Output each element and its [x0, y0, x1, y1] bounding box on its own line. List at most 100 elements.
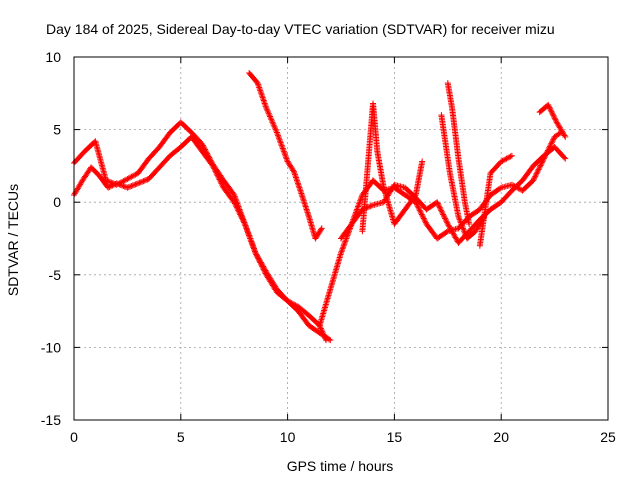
x-axis-label: GPS time / hours [287, 458, 394, 474]
data-point-marker [444, 80, 455, 110]
data-point-marker [81, 139, 98, 155]
data-point-marker [177, 134, 194, 151]
data-point-marker [466, 220, 473, 227]
data-point-marker [295, 308, 312, 328]
data-point-marker [305, 312, 322, 328]
data-point-marker [209, 162, 226, 190]
data-point-marker [156, 153, 173, 171]
data-point-marker [167, 120, 183, 136]
data-point-marker [487, 200, 504, 213]
x-tick-label: 15 [387, 429, 403, 445]
series-satellite-track-1 [71, 119, 330, 344]
series-layer [71, 69, 569, 344]
series-satellite-track-7 [444, 80, 473, 227]
data-point-marker [370, 177, 386, 193]
plot-frame [73, 56, 609, 421]
data-point-marker [273, 289, 290, 303]
data-point-marker [291, 168, 303, 193]
data-point-marker [241, 220, 259, 255]
grid-layer [74, 57, 608, 420]
data-point-marker [487, 185, 504, 198]
y-tick-label: 0 [53, 194, 61, 210]
data-point-marker [338, 222, 354, 242]
data-point-marker [419, 158, 426, 165]
data-point-marker [316, 329, 333, 343]
y-tick-label: -5 [49, 267, 62, 283]
data-point-marker [231, 199, 248, 226]
data-point-marker [455, 155, 468, 204]
data-point-marker [254, 80, 269, 110]
data-point-marker [508, 152, 515, 159]
series-satellite-track-6 [359, 100, 426, 235]
data-point-marker [562, 155, 569, 162]
data-point-marker [402, 193, 418, 213]
x-tick-label: 5 [177, 429, 185, 445]
data-point-marker [312, 226, 324, 242]
data-point-marker [434, 199, 451, 226]
data-point-marker [177, 119, 194, 135]
data-point-marker [263, 104, 280, 135]
data-point-marker [167, 144, 183, 159]
y-tick-label: -10 [41, 339, 61, 355]
data-point-marker [391, 207, 408, 227]
data-point-marker [284, 297, 301, 314]
data-point-marker [145, 165, 162, 182]
data-point-marker [551, 144, 568, 161]
x-tick-label: 20 [493, 429, 509, 445]
series-satellite-track-2 [71, 133, 334, 344]
data-point-marker [434, 229, 450, 242]
data-point-marker [562, 133, 569, 140]
data-point-marker [135, 156, 151, 177]
data-point-marker [305, 322, 322, 336]
data-point-marker [273, 129, 291, 164]
data-point-marker [156, 130, 173, 151]
data-point-marker [464, 229, 478, 242]
series-satellite-track-9 [476, 152, 515, 249]
data-point-marker [316, 287, 333, 329]
x-tick-label: 0 [70, 429, 78, 445]
data-point-marker [423, 200, 439, 213]
y-tick-label: 10 [45, 49, 61, 65]
data-point-marker [220, 177, 237, 197]
data-point-marker [476, 171, 494, 249]
data-point-marker [124, 170, 140, 182]
x-tick-label: 25 [600, 429, 616, 445]
data-point-marker [327, 337, 334, 344]
data-point-marker [380, 184, 397, 226]
data-point-marker [370, 100, 381, 153]
data-point-marker [199, 148, 215, 168]
data-point-marker [438, 112, 453, 175]
data-point-marker [92, 138, 109, 182]
data-point-marker [466, 217, 482, 235]
data-point-marker [246, 69, 260, 86]
data-point-marker [297, 187, 312, 219]
data-point-marker [446, 170, 462, 219]
data-point-marker [530, 153, 546, 169]
data-point-marker [252, 250, 269, 277]
data-point-marker [519, 178, 536, 194]
data-point-marker [508, 178, 525, 194]
data-point-marker [519, 164, 536, 184]
data-point-marker [327, 251, 344, 293]
y-axis-label: SDTVAR / TECUs [5, 184, 21, 296]
data-point-marker [220, 184, 237, 204]
data-point-marker [412, 199, 429, 226]
data-point-marker [455, 213, 470, 241]
data-point-marker [96, 173, 111, 190]
data-point-marker [545, 101, 560, 124]
chart-title: Day 184 of 2025, Sidereal Day-to-day VTE… [46, 21, 555, 37]
data-point-marker [124, 180, 140, 191]
data-point-marker [444, 220, 461, 245]
data-point-marker [374, 148, 387, 190]
data-point-marker [530, 157, 547, 184]
data-point-marker [318, 225, 325, 232]
data-point-marker [88, 164, 102, 178]
data-point-marker [423, 220, 440, 241]
series-satellite-track-10 [536, 101, 569, 140]
y-tick-label: 5 [53, 122, 61, 138]
data-point-marker [145, 145, 162, 162]
data-point-marker [498, 188, 514, 206]
data-point-marker [449, 104, 462, 161]
